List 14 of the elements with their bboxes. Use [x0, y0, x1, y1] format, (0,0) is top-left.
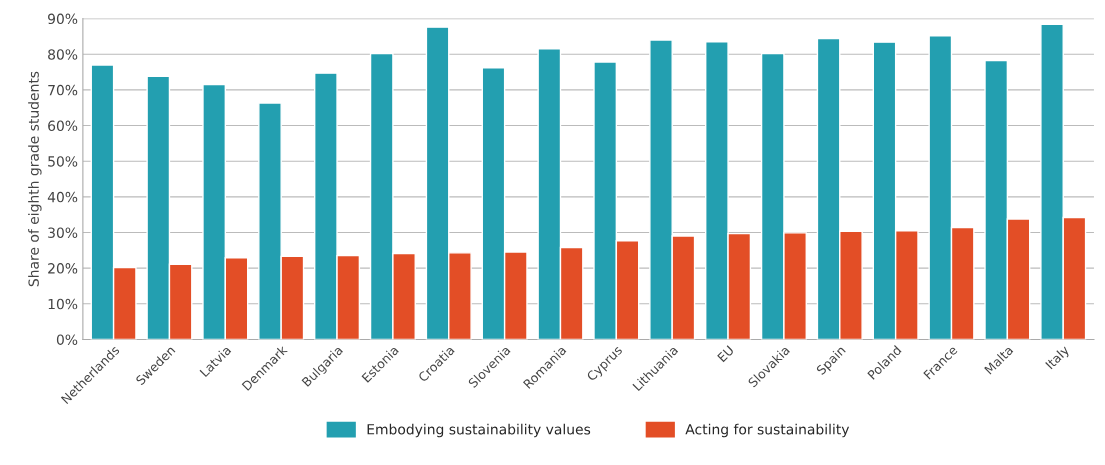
y-tick-label: 40% [47, 191, 78, 203]
legend-label: Embodying sustainability values [367, 423, 591, 438]
y-tick-label: 50% [48, 156, 78, 167]
y-tick-label: 0% [56, 334, 78, 345]
y-tick-label: 10% [48, 298, 78, 310]
y-tick-label: 80% [48, 49, 78, 60]
y-axis-title: Share of eighth grade students [28, 71, 42, 287]
legend-label: Acting for sustainability [685, 423, 850, 438]
y-tick-label: 70% [48, 84, 78, 96]
y-tick-label: 60% [48, 120, 78, 132]
y-tick-label: 90% [48, 13, 78, 25]
y-tick-label: 30% [48, 227, 78, 238]
x-tick-label: EU [717, 345, 735, 363]
y-tick-label: 20% [48, 263, 78, 274]
